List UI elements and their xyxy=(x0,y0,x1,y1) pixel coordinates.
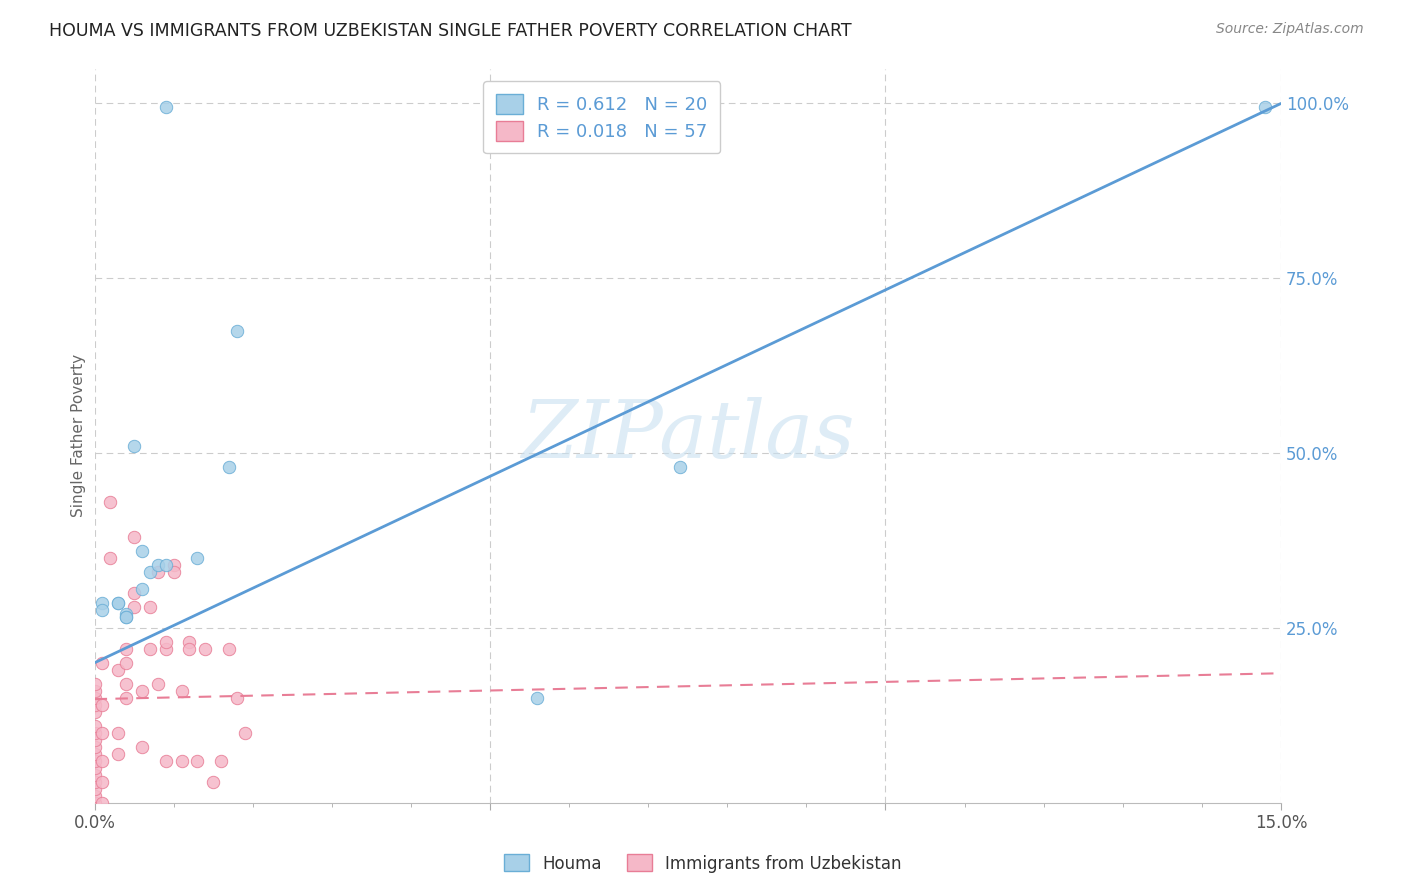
Point xyxy=(83,705,105,719)
Legend: R = 0.612   N = 20, R = 0.018   N = 57: R = 0.612 N = 20, R = 0.018 N = 57 xyxy=(484,81,720,153)
Point xyxy=(526,690,548,705)
Point xyxy=(115,656,138,670)
Point xyxy=(146,565,169,579)
Text: HOUMA VS IMMIGRANTS FROM UZBEKISTAN SINGLE FATHER POVERTY CORRELATION CHART: HOUMA VS IMMIGRANTS FROM UZBEKISTAN SING… xyxy=(49,22,852,40)
Point xyxy=(218,641,240,656)
Point xyxy=(194,641,217,656)
Point xyxy=(226,324,249,338)
Point xyxy=(202,774,225,789)
Point xyxy=(83,796,105,810)
Point xyxy=(131,582,153,597)
Point xyxy=(122,530,145,544)
Point xyxy=(122,439,145,453)
Point xyxy=(186,550,208,565)
Point xyxy=(91,656,114,670)
Point xyxy=(170,754,193,768)
Point xyxy=(131,739,153,754)
Point xyxy=(669,460,692,475)
Point xyxy=(115,607,138,621)
Point xyxy=(155,641,177,656)
Point xyxy=(107,596,129,610)
Point xyxy=(83,732,105,747)
Point xyxy=(91,754,114,768)
Point xyxy=(122,599,145,614)
Point xyxy=(115,641,138,656)
Point xyxy=(83,781,105,796)
Point xyxy=(115,610,138,624)
Point xyxy=(91,698,114,712)
Point xyxy=(107,663,129,677)
Point xyxy=(146,677,169,691)
Point xyxy=(83,761,105,775)
Point xyxy=(83,683,105,698)
Point xyxy=(131,683,153,698)
Point xyxy=(91,596,114,610)
Point xyxy=(91,774,114,789)
Point xyxy=(107,725,129,739)
Point xyxy=(179,641,201,656)
Point xyxy=(115,690,138,705)
Point xyxy=(91,603,114,617)
Point xyxy=(131,544,153,558)
Y-axis label: Single Father Poverty: Single Father Poverty xyxy=(72,354,86,517)
Point xyxy=(83,767,105,781)
Point xyxy=(91,796,114,810)
Point xyxy=(218,460,240,475)
Point xyxy=(170,683,193,698)
Point xyxy=(83,677,105,691)
Point xyxy=(83,725,105,739)
Point xyxy=(1254,100,1277,114)
Point xyxy=(155,100,177,114)
Point xyxy=(155,558,177,572)
Point xyxy=(139,565,162,579)
Point xyxy=(122,586,145,600)
Point xyxy=(83,739,105,754)
Point xyxy=(163,558,186,572)
Point xyxy=(139,599,162,614)
Point xyxy=(179,635,201,649)
Point xyxy=(115,610,138,624)
Point xyxy=(155,635,177,649)
Point xyxy=(83,719,105,733)
Point xyxy=(100,550,122,565)
Point xyxy=(186,754,208,768)
Point xyxy=(83,754,105,768)
Point xyxy=(226,690,249,705)
Point xyxy=(209,754,232,768)
Point xyxy=(83,698,105,712)
Point xyxy=(139,641,162,656)
Point xyxy=(83,747,105,761)
Point xyxy=(107,596,129,610)
Legend: Houma, Immigrants from Uzbekistan: Houma, Immigrants from Uzbekistan xyxy=(498,847,908,880)
Point xyxy=(146,558,169,572)
Point xyxy=(83,690,105,705)
Text: Source: ZipAtlas.com: Source: ZipAtlas.com xyxy=(1216,22,1364,37)
Point xyxy=(163,565,186,579)
Point xyxy=(83,789,105,803)
Point xyxy=(91,725,114,739)
Point xyxy=(155,754,177,768)
Point xyxy=(83,774,105,789)
Point xyxy=(233,725,256,739)
Text: ZIPatlas: ZIPatlas xyxy=(522,397,855,475)
Point xyxy=(115,677,138,691)
Point xyxy=(100,495,122,509)
Point xyxy=(107,747,129,761)
